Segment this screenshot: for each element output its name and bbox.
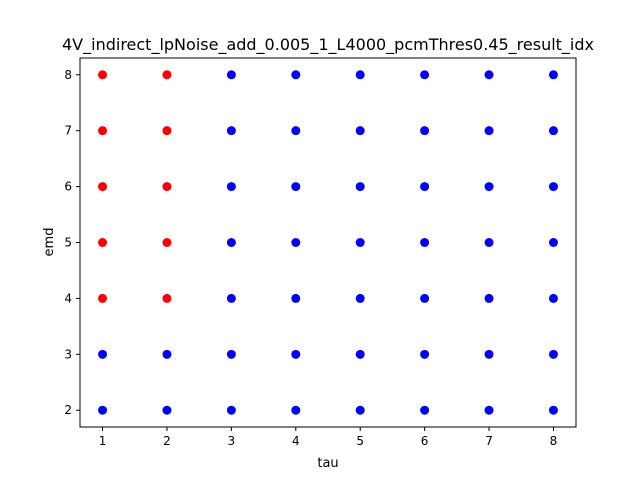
data-point-blue [484,293,494,303]
data-point-blue [420,182,430,192]
data-point-blue [162,349,172,359]
data-point-red [162,238,172,247]
data-point-blue [548,349,558,359]
data-point-blue [226,238,236,247]
data-point-blue [420,293,430,303]
data-point-red [162,182,172,192]
data-point-blue [291,126,301,136]
data-point-blue [226,182,236,192]
data-point-blue [98,349,108,359]
data-point-blue [548,405,558,415]
data-point-blue [291,349,301,359]
x-axis-label: tau [317,456,338,471]
data-point-blue [484,126,494,136]
x-tick-label: 2 [163,434,171,448]
data-point-red [98,238,108,247]
data-point-blue [226,349,236,359]
data-point-blue [548,293,558,303]
y-tick-label: 8 [64,68,72,82]
data-point-blue [484,70,494,80]
data-point-blue [548,70,558,80]
data-point-red [98,293,108,303]
x-tick-label: 4 [292,434,300,448]
data-point-blue [291,182,301,192]
data-point-red [98,182,108,192]
y-axis-label: emd [42,228,57,257]
data-point-blue [548,126,558,136]
data-point-blue [420,126,430,136]
data-point-red [162,126,172,136]
data-point-blue [355,182,365,192]
data-point-blue [162,405,172,415]
data-point-blue [291,405,301,415]
x-axis-ticks: 1 2 3 4 5 6 7 8 [99,427,558,448]
plot-area-frame [79,57,577,428]
x-tick-label: 7 [485,434,493,448]
x-tick-label: 5 [356,434,364,448]
data-point-blue [291,293,301,303]
data-point-blue [548,182,558,192]
data-point-blue [420,238,430,247]
data-point-red [98,126,108,136]
data-point-blue [420,349,430,359]
data-point-red [162,70,172,80]
data-point-blue [355,126,365,136]
data-point-blue [98,405,108,415]
data-point-blue [226,293,236,303]
data-point-blue [548,238,558,247]
data-point-red [162,293,172,303]
y-axis-ticks: 2 3 4 5 6 7 8 [64,68,80,417]
data-point-blue [484,405,494,415]
x-tick-label: 8 [550,434,558,448]
data-point-blue [355,238,365,247]
data-point-blue [291,238,301,247]
chart-title: 4V_indirect_lpNoise_add_0.005_1_L4000_pc… [62,35,594,55]
data-point-blue [226,70,236,80]
data-point-blue [226,405,236,415]
data-point-blue [420,70,430,80]
y-tick-label: 7 [64,124,72,138]
x-tick-label: 3 [228,434,236,448]
data-point-blue [355,70,365,80]
y-tick-label: 4 [64,291,72,305]
y-tick-label: 2 [64,403,72,417]
y-tick-label: 3 [64,347,72,361]
data-point-blue [291,70,301,80]
x-tick-label: 1 [99,434,107,448]
data-point-blue [355,349,365,359]
y-tick-label: 5 [64,236,72,250]
y-tick-label: 6 [64,180,72,194]
data-point-red [98,70,108,80]
data-points [98,70,558,415]
data-point-blue [226,126,236,136]
x-tick-label: 6 [421,434,429,448]
data-point-blue [355,405,365,415]
data-point-blue [355,293,365,303]
data-point-blue [484,182,494,192]
data-point-blue [420,405,430,415]
data-point-blue [484,238,494,247]
data-point-blue [484,349,494,359]
